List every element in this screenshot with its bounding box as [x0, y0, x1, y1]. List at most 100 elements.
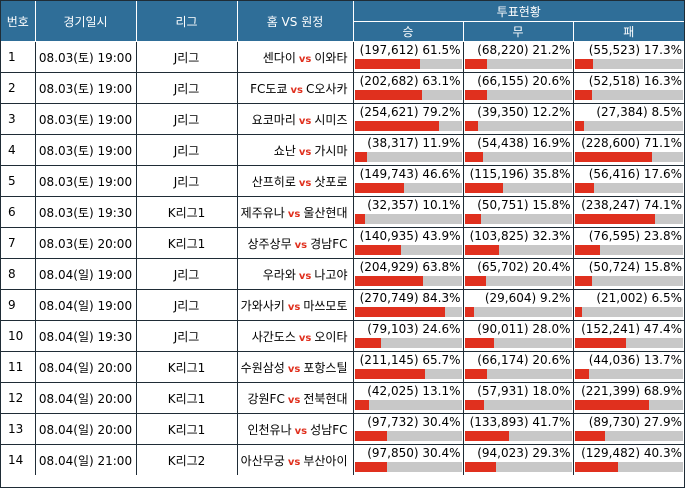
- vote-draw-text: (65,702) 20.4%: [477, 260, 571, 274]
- match-teams: 쇼난 vs 가시마: [237, 134, 354, 166]
- row-number: 1: [1, 41, 36, 73]
- vote-draw-bar: [464, 245, 572, 255]
- vote-draw-fill: [464, 214, 482, 224]
- vote-draw: (103,825) 32.3%: [463, 227, 574, 259]
- vote-loss-fill: [574, 369, 590, 379]
- table-row: 9 08.04(일) 19:00 J리그 가와사키 vs 마쓰모토 (270,749…: [1, 289, 684, 321]
- vote-win-bar: [354, 152, 462, 162]
- league: K리그1: [136, 351, 238, 383]
- vote-loss-text: (56,416) 17.6%: [588, 167, 682, 181]
- away-team: 시미즈: [314, 112, 348, 127]
- vote-loss-fill: [574, 400, 650, 410]
- vote-loss: (221,399) 68.9%: [573, 382, 684, 414]
- vote-loss-fill: [574, 431, 605, 441]
- vote-win-bar: [354, 121, 462, 131]
- vote-loss-bar: [574, 245, 683, 255]
- vote-draw-fill: [464, 276, 487, 286]
- vote-loss-fill: [574, 307, 582, 317]
- row-number: 14: [1, 444, 36, 475]
- vote-win-text: (211,145) 65.7%: [359, 353, 461, 367]
- vote-draw-text: (66,174) 20.6%: [477, 353, 571, 367]
- vote-loss-fill: [574, 59, 594, 69]
- row-number: 10: [1, 320, 36, 352]
- vote-loss-bar: [574, 462, 683, 472]
- match-teams: 인천유나 vs 성남FC: [237, 413, 354, 445]
- vote-loss-bar: [574, 338, 683, 348]
- vote-loss-text: (21,002) 6.5%: [596, 291, 682, 305]
- vote-win-fill: [354, 462, 388, 472]
- vote-win-bar: [354, 276, 462, 286]
- row-number: 9: [1, 289, 36, 321]
- home-team: 사간도스: [251, 329, 296, 344]
- vote-draw: (133,893) 41.7%: [463, 413, 574, 445]
- vote-draw-fill: [464, 400, 484, 410]
- home-team: 요코마리: [251, 112, 296, 127]
- vote-draw-fill: [464, 307, 475, 317]
- home-team: 산프히로: [251, 174, 296, 189]
- vote-loss-fill: [574, 245, 601, 255]
- home-team: 우라와: [262, 267, 296, 282]
- match-teams: 가와사키 vs 마쓰모토: [237, 289, 354, 321]
- vs-label: vs: [290, 84, 303, 96]
- vote-win-text: (204,929) 63.8%: [359, 260, 461, 274]
- header-votes: 투표현황: [353, 1, 684, 22]
- header-league: 리그: [136, 1, 238, 42]
- vote-loss-text: (27,384) 8.5%: [596, 105, 682, 119]
- vote-loss-text: (55,523) 17.3%: [588, 43, 682, 57]
- table-row: 3 08.03(토) 19:00 J리그 요코마리 vs 시미즈 (254,621)…: [1, 103, 684, 135]
- home-team: 가와사키: [240, 298, 285, 313]
- vote-draw-bar: [464, 121, 572, 131]
- vote-draw: (66,155) 20.6%: [463, 72, 574, 104]
- match-datetime: 08.03(토) 19:30: [35, 196, 137, 228]
- vote-draw-text: (66,155) 20.6%: [477, 74, 571, 88]
- vote-draw: (57,931) 18.0%: [463, 382, 574, 414]
- row-number: 7: [1, 227, 36, 259]
- header-match: 홈 VS 원정: [237, 1, 354, 42]
- vote-draw-text: (50,751) 15.8%: [477, 198, 571, 212]
- vote-loss-fill: [574, 90, 593, 100]
- vote-loss-text: (152,241) 47.4%: [581, 322, 682, 336]
- vote-win-text: (97,732) 30.4%: [367, 415, 461, 429]
- vote-draw-bar: [464, 400, 572, 410]
- away-team: 부산아이: [303, 453, 348, 468]
- vote-draw-bar: [464, 214, 572, 224]
- vote-loss-bar: [574, 307, 683, 317]
- vote-loss-text: (50,724) 15.8%: [588, 260, 682, 274]
- vote-win-fill: [354, 276, 423, 286]
- vote-loss-bar: [574, 214, 683, 224]
- vote-win-bar: [354, 214, 462, 224]
- vote-draw: (39,350) 12.2%: [463, 103, 574, 135]
- vote-win-text: (97,850) 30.4%: [367, 446, 461, 460]
- vote-loss-bar: [574, 121, 683, 131]
- match-datetime: 08.04(일) 19:30: [35, 320, 137, 352]
- vote-draw-bar: [464, 462, 572, 472]
- match-teams: 수원삼성 vs 포항스틸: [237, 351, 354, 383]
- vote-win-text: (149,743) 46.6%: [359, 167, 461, 181]
- vote-draw: (94,023) 29.3%: [463, 444, 574, 475]
- row-number: 11: [1, 351, 36, 383]
- league: J리그: [136, 165, 238, 197]
- vs-label: vs: [298, 270, 312, 282]
- vote-loss-fill: [574, 462, 619, 472]
- away-team: 울산현대: [303, 205, 348, 220]
- vote-win: (97,850) 30.4%: [353, 444, 464, 475]
- home-team: 인천유나: [247, 422, 292, 437]
- vote-draw-text: (115,196) 35.8%: [469, 167, 571, 181]
- vote-win-bar: [354, 431, 462, 441]
- vs-label: vs: [298, 332, 312, 344]
- vote-win-fill: [354, 431, 388, 441]
- vote-draw-text: (57,931) 18.0%: [477, 384, 571, 398]
- vote-draw-bar: [464, 338, 572, 348]
- vote-win-bar: [354, 369, 462, 379]
- vote-draw-bar: [464, 152, 572, 162]
- vote-draw-text: (29,604) 9.2%: [484, 291, 571, 305]
- league: J리그: [136, 41, 238, 73]
- league: J리그: [136, 289, 238, 321]
- header-loss: 패: [573, 21, 684, 42]
- vote-win-fill: [354, 90, 423, 100]
- away-team: 가시마: [314, 143, 348, 158]
- vs-label: vs: [298, 115, 312, 127]
- header-win: 승: [353, 21, 464, 42]
- home-team: 강원FC: [247, 391, 285, 406]
- away-team: 전북현대: [303, 391, 348, 406]
